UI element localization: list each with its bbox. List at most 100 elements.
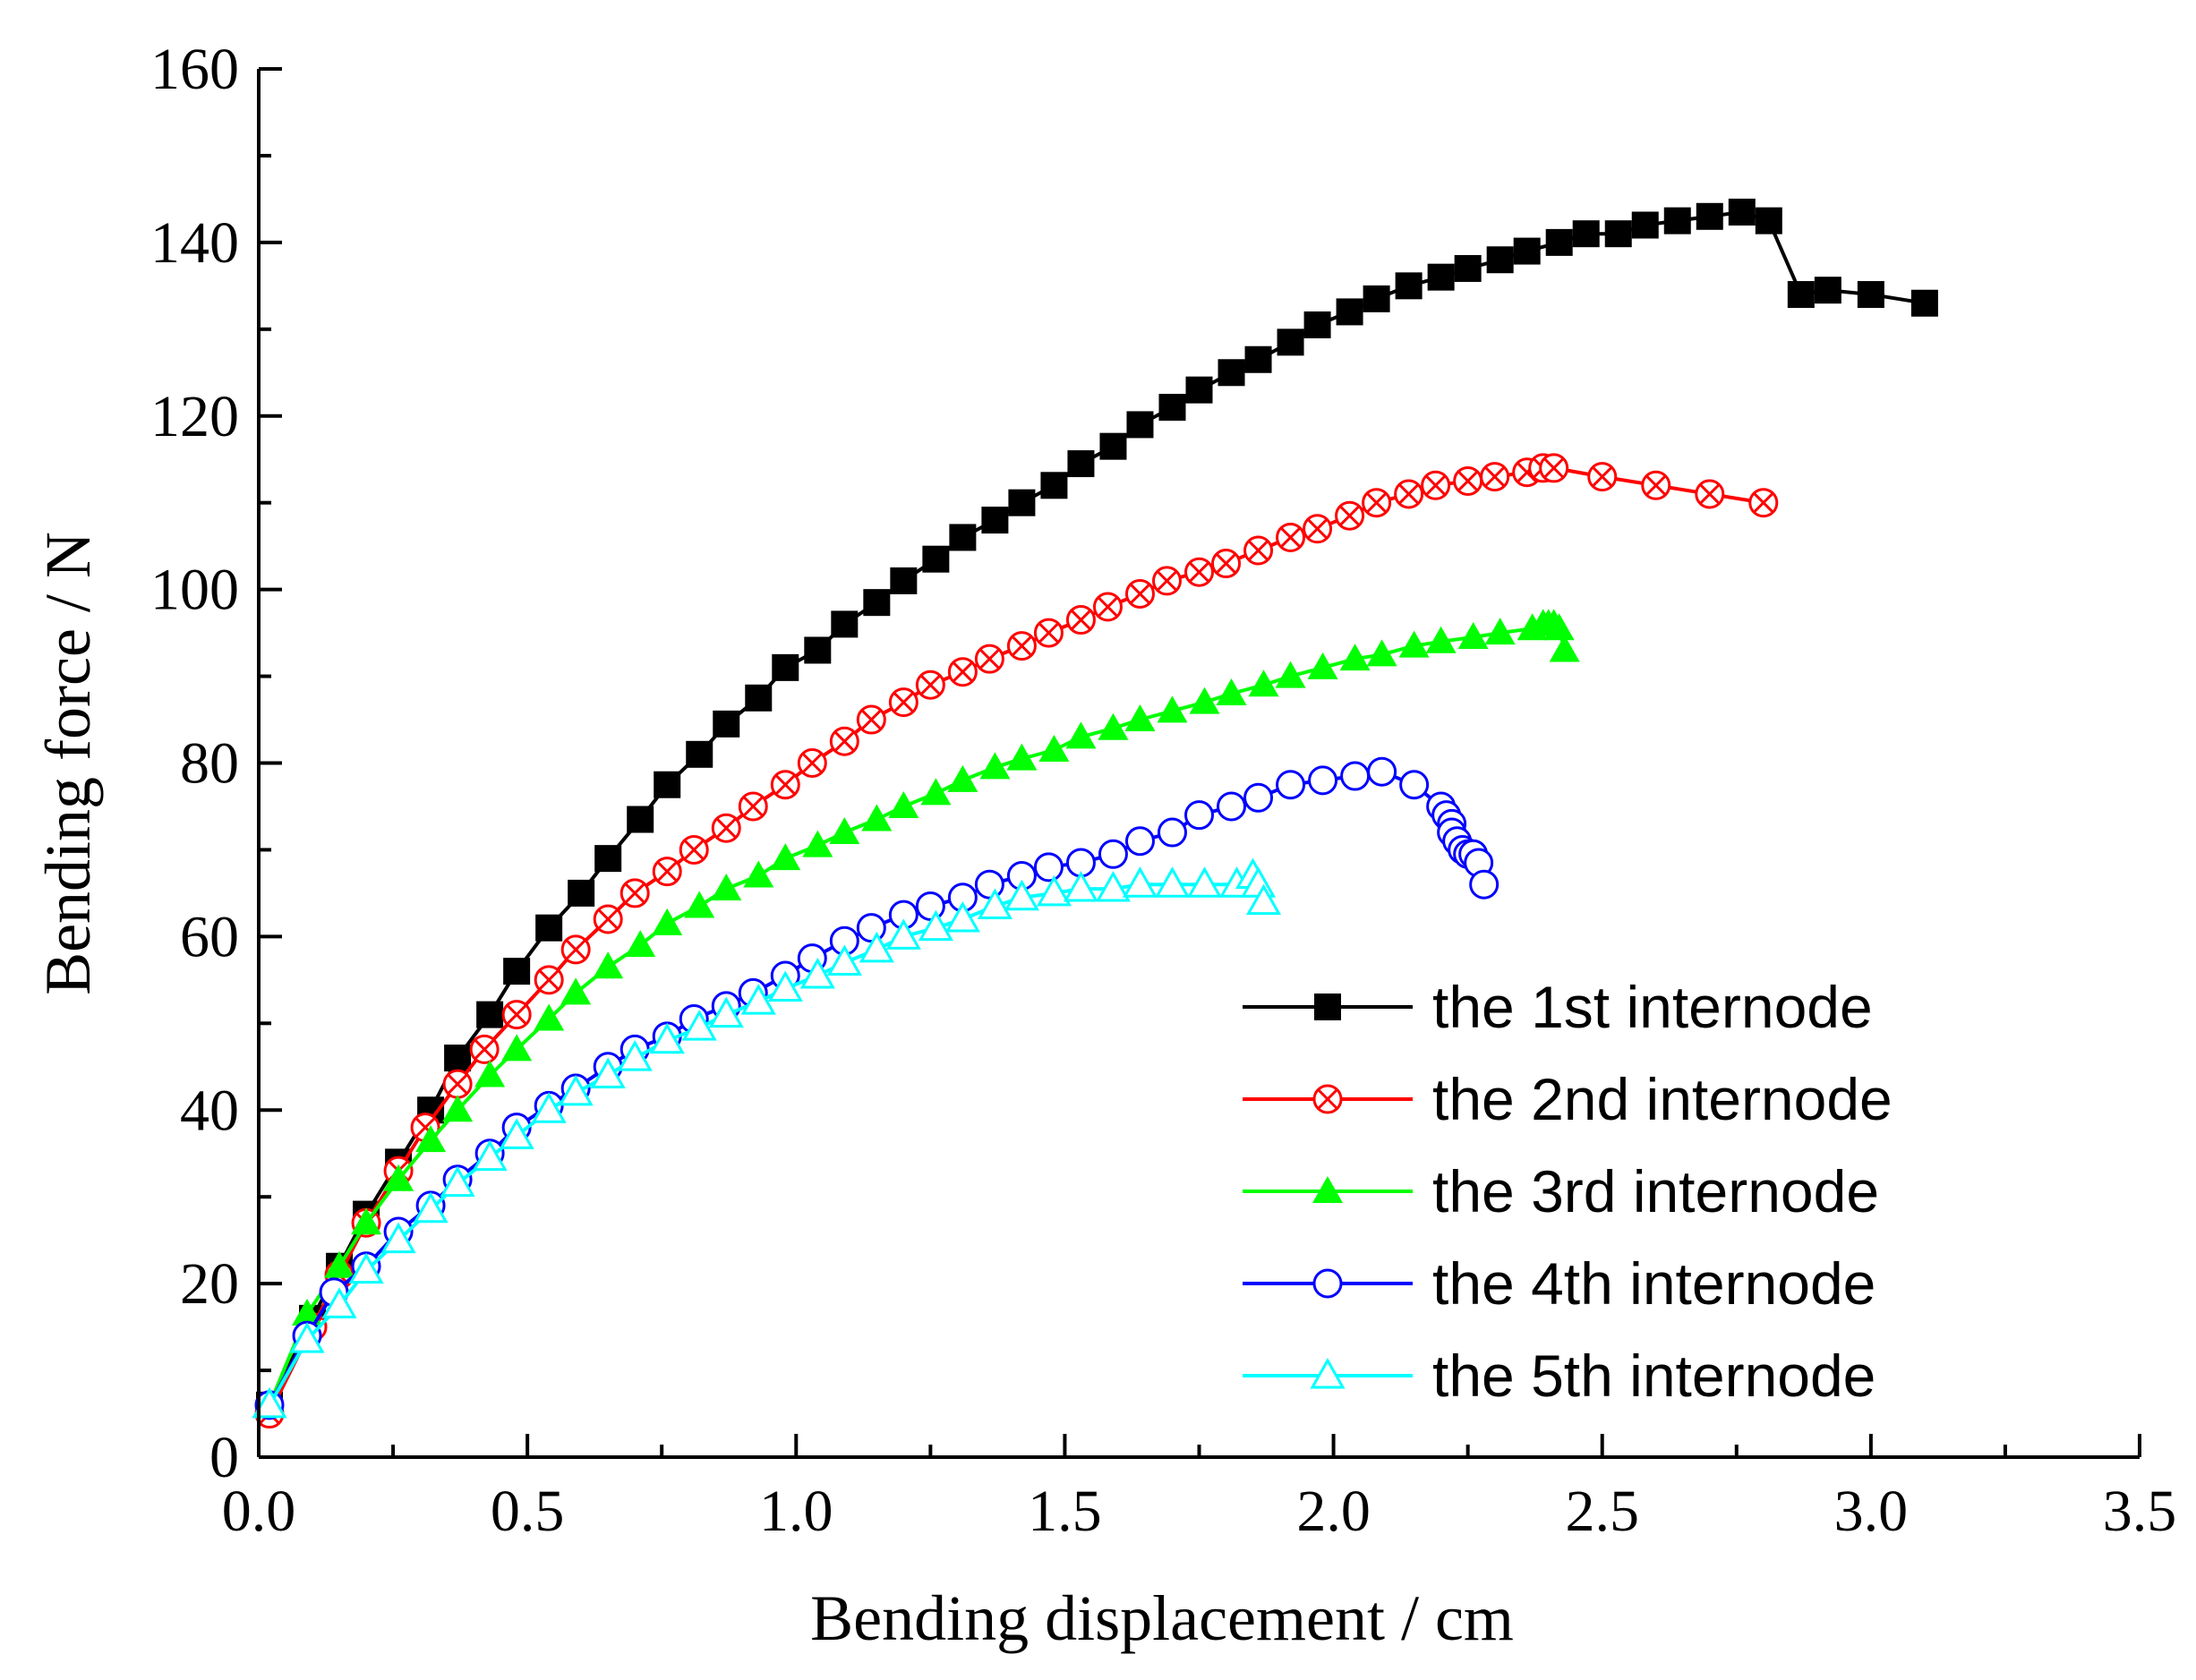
series-3-point <box>1339 644 1371 671</box>
x-tick-label: 2.5 <box>1565 1479 1639 1544</box>
y-tick-label: 140 <box>150 210 239 276</box>
legend-label: the 5th internode <box>1432 1343 1876 1409</box>
series-1-point <box>1696 202 1723 230</box>
series-1-point <box>1067 450 1095 478</box>
series-1-point <box>1244 345 1272 373</box>
series-3-point <box>920 778 952 806</box>
series-3-point <box>1366 639 1397 667</box>
series-4-point <box>915 891 945 921</box>
legend: the 1st internode the 2nd internode the 3r… <box>1243 974 1893 1409</box>
series-1-point <box>1363 285 1390 312</box>
series-5-point <box>944 900 980 933</box>
legend-item: the 5th internode <box>1243 1343 1876 1409</box>
series-1-point <box>1857 281 1884 309</box>
series-5-point <box>799 957 835 989</box>
series-2-point <box>1695 479 1725 509</box>
plot-layer <box>252 198 1938 1429</box>
series-1-point <box>1604 220 1632 248</box>
series-4-point <box>1243 782 1274 813</box>
series-2-point <box>856 704 886 735</box>
series-1-point <box>863 589 891 617</box>
series-1-point <box>981 507 1009 534</box>
series-4-point <box>1217 791 1247 822</box>
series-2-point <box>1335 500 1365 531</box>
series-2-point <box>1480 462 1510 492</box>
series-5-point <box>649 1022 685 1054</box>
ticks-layer: 0.0 0.5 1.0 1.5 2.0 2.5 3.0 3.5 0 20 40 60 80 100 120 1… <box>150 37 2176 1544</box>
series-3-point <box>593 951 624 979</box>
series-2-point <box>1065 605 1096 635</box>
legend-item: the 1st internode <box>1243 974 1873 1040</box>
y-tick-label: 100 <box>150 558 239 623</box>
series-2-point <box>1453 465 1483 496</box>
series-3-point <box>1275 661 1306 688</box>
series-3-point <box>534 1003 565 1031</box>
legend-label: the 3rd internode <box>1432 1158 1879 1224</box>
series-2-point <box>947 657 978 687</box>
series-1-point <box>444 1045 472 1072</box>
legend-item: the 2nd internode <box>1243 1066 1893 1132</box>
series-5-point <box>885 918 921 950</box>
series-5-point <box>321 1287 357 1318</box>
series-1-point <box>654 771 681 798</box>
series-1-point <box>476 1001 504 1028</box>
series-1-point <box>568 879 595 907</box>
series-5-point <box>1154 866 1191 898</box>
series-1-point <box>1755 207 1782 235</box>
series-5-point <box>499 1118 534 1149</box>
legend-label: the 4th internode <box>1432 1250 1876 1317</box>
x-tick-label: 0.0 <box>222 1479 296 1544</box>
x-tick-label: 1.0 <box>759 1479 833 1544</box>
series-5-point <box>531 1092 567 1123</box>
series-2-point <box>1006 631 1037 661</box>
series-3-point <box>292 1299 323 1326</box>
series-2-point <box>1587 462 1618 492</box>
series-5-point <box>767 970 803 1002</box>
series-3-point <box>1307 652 1338 679</box>
series-2-point <box>442 1069 473 1099</box>
series-5-point <box>1036 874 1072 907</box>
series-2-point <box>1124 578 1155 609</box>
series-1-point <box>1303 311 1331 338</box>
series-1-point <box>713 710 740 738</box>
y-tick-label: 60 <box>180 904 239 969</box>
y-tick-label: 20 <box>180 1251 239 1317</box>
series-2-point <box>1748 488 1779 518</box>
series-1-point <box>1513 237 1541 265</box>
series-1-point <box>1572 220 1600 248</box>
legend-marker <box>1312 1084 1343 1114</box>
legend-label: the 1st internode <box>1432 974 1873 1040</box>
series-3-point <box>1216 678 1247 705</box>
x-tick-label: 3.5 <box>2103 1479 2177 1544</box>
series-1-point <box>1454 254 1482 282</box>
series-3-point <box>1189 686 1220 714</box>
series-5-point <box>1095 871 1132 902</box>
series-4-point <box>1308 765 1338 796</box>
series-3-point <box>947 764 978 792</box>
series-2-point <box>1362 488 1392 518</box>
series-3-point <box>324 1250 355 1278</box>
series-5-point <box>1245 883 1282 916</box>
series-3-point <box>770 843 801 871</box>
series-1-point <box>922 545 950 573</box>
series-5-point <box>252 1386 287 1419</box>
series-5-point <box>440 1165 475 1198</box>
series-4-point <box>1469 869 1500 900</box>
series-3-point <box>1065 721 1097 749</box>
series-5-point <box>380 1222 416 1254</box>
series-2-point <box>829 726 859 756</box>
legend-marker <box>1312 1176 1343 1203</box>
series-2-point <box>469 1034 500 1064</box>
x-axis-title: Bending displacement / cm <box>810 1582 1514 1654</box>
series-3-point <box>1248 669 1279 697</box>
series-2-point <box>1276 522 1306 552</box>
series-3-point <box>474 1060 506 1087</box>
series-5-point <box>977 888 1013 919</box>
series-1-point <box>1218 359 1245 387</box>
series-5-point <box>1063 871 1099 902</box>
series-5-point <box>1186 866 1223 898</box>
series-1-point <box>1040 472 1068 499</box>
series-1-point <box>1631 211 1659 239</box>
